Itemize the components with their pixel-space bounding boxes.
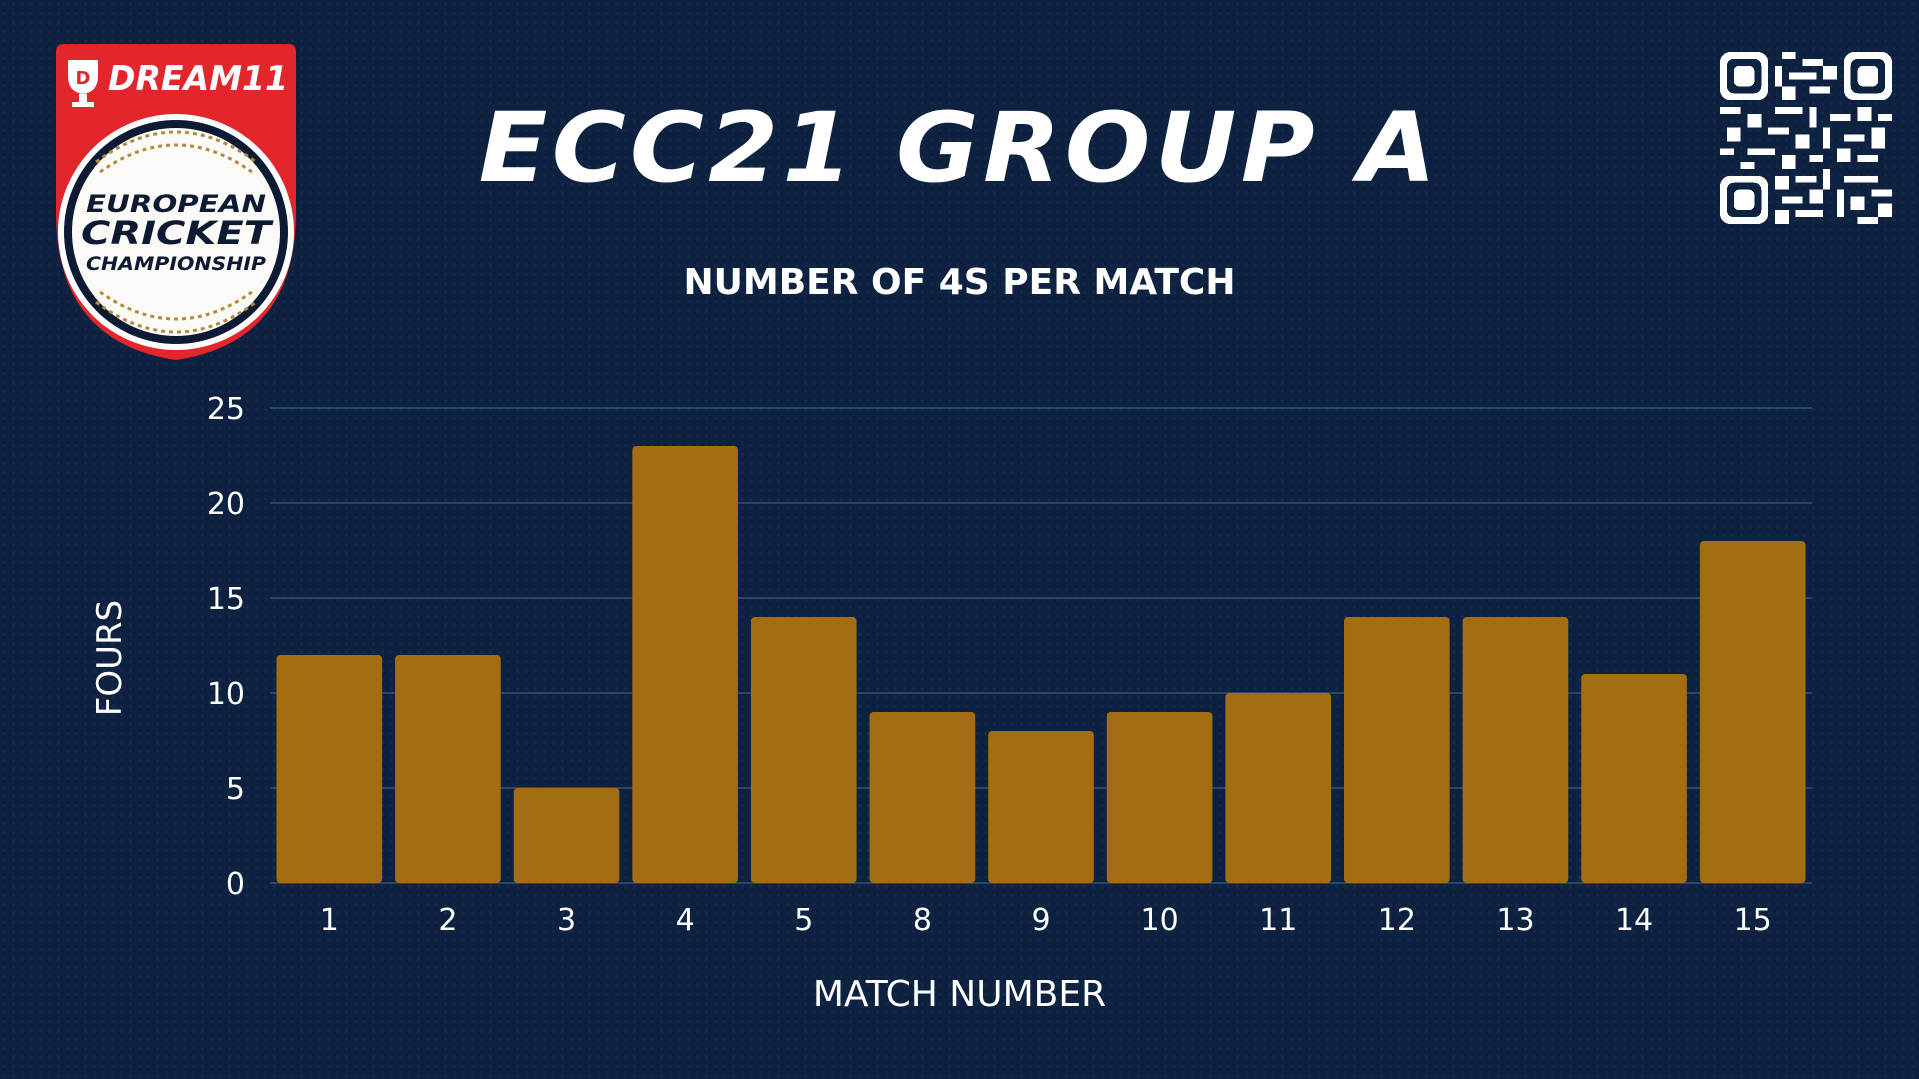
european-cricket-championship-logo: D DREAM11 EUROPEAN CRICKET CHAMPIONSHIP <box>56 44 296 360</box>
x-tick-label: 10 <box>1141 903 1179 938</box>
bar-match-14 <box>1581 674 1687 883</box>
bar-match-11 <box>1225 693 1332 883</box>
dream11-wordmark: DREAM11 <box>108 59 288 99</box>
y-tick-label: 15 <box>207 582 245 617</box>
chart-title: NUMBER OF 4S PER MATCH <box>683 262 1236 303</box>
x-tick-label: 11 <box>1259 903 1297 938</box>
x-tick-label: 3 <box>557 903 576 938</box>
x-tick-label: 12 <box>1378 903 1416 938</box>
y-tick-label: 25 <box>207 392 245 427</box>
badge-line-cricket: CRICKET <box>81 214 274 252</box>
y-tick-label: 20 <box>207 487 245 522</box>
x-tick-label: 2 <box>438 903 457 938</box>
badge-line-championship: CHAMPIONSHIP <box>86 253 266 275</box>
x-tick-label: 15 <box>1734 903 1772 938</box>
bars <box>276 446 1806 883</box>
bar-match-8 <box>869 712 976 883</box>
x-axis-ticks: 1 2 3 4 5 8 9 10 11 12 13 14 15 <box>320 903 1772 938</box>
y-axis-ticks: 0 5 10 15 20 25 <box>207 392 245 902</box>
badge-line-european: EUROPEAN <box>86 190 266 218</box>
x-axis-label: MATCH NUMBER <box>812 974 1107 1015</box>
cricket-ball-seam-icon <box>95 130 257 334</box>
qr-code-icon <box>1720 52 1892 224</box>
bar-match-9 <box>988 731 1094 883</box>
x-tick-label: 5 <box>794 903 813 938</box>
y-tick-label: 5 <box>226 772 245 807</box>
x-tick-label: 14 <box>1615 903 1653 938</box>
bar-match-10 <box>1106 712 1213 883</box>
bar-match-5 <box>750 617 857 883</box>
x-tick-label: 9 <box>1031 903 1050 938</box>
page-title: ECC21 GROUP A <box>478 92 1441 204</box>
x-tick-label: 1 <box>320 903 339 938</box>
bar-match-12 <box>1344 617 1450 883</box>
bar-match-1 <box>276 655 383 883</box>
x-tick-label: 8 <box>913 903 932 938</box>
bar-match-13 <box>1462 617 1569 883</box>
y-tick-label: 0 <box>226 867 245 902</box>
bar-match-2 <box>395 655 501 883</box>
bar-match-3 <box>513 788 620 883</box>
x-tick-label: 4 <box>676 903 695 938</box>
dream11-trophy-icon: D <box>68 60 98 107</box>
y-tick-label: 10 <box>207 677 245 712</box>
bar-match-15 <box>1699 541 1806 883</box>
bar-match-4 <box>632 446 738 883</box>
x-tick-label: 13 <box>1496 903 1534 938</box>
svg-text:D: D <box>76 68 91 89</box>
